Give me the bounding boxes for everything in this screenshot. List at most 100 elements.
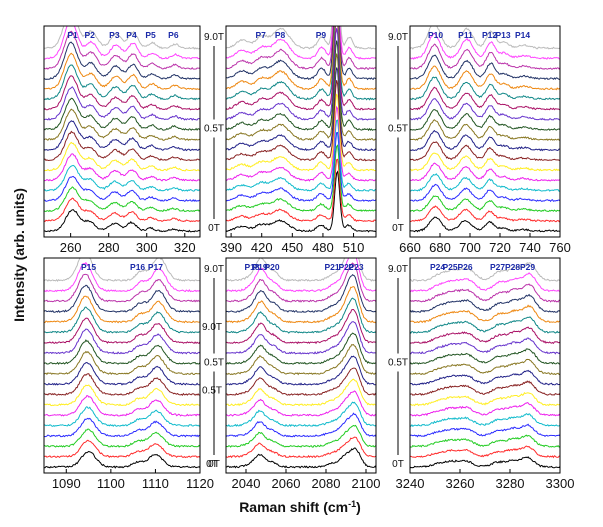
- spectrum-line: [226, 26, 376, 70]
- x-axis-label-main: Raman shift (cm: [239, 499, 348, 515]
- x-tick-label: 3240: [396, 476, 425, 491]
- spectrum-line: [44, 258, 200, 282]
- peak-label: P3: [109, 30, 120, 40]
- x-tick-label: 1120: [186, 476, 214, 491]
- spectrum-line: [226, 26, 376, 91]
- spectra-c: [410, 26, 560, 233]
- peak-label: P4: [126, 30, 137, 40]
- x-tick-label: 320: [174, 240, 196, 255]
- spectrum-line: [226, 105, 376, 182]
- spectrum-line: [410, 392, 560, 407]
- spectrum-line: [226, 274, 376, 313]
- spectrum-line: [410, 358, 560, 376]
- x-tick-label: 420: [251, 240, 273, 255]
- spectrum-line: [44, 75, 200, 111]
- peak-label: P8: [275, 30, 286, 40]
- spectrum-line: [226, 40, 376, 132]
- spectrum-line: [410, 456, 560, 469]
- x-tick-label: 720: [489, 240, 511, 255]
- spectrum-line: [410, 32, 560, 60]
- field-label: 9.0T: [388, 32, 408, 43]
- field-label: 9.0T: [204, 32, 224, 43]
- spectrum-line: [44, 97, 200, 131]
- spectrum-line: [44, 26, 200, 50]
- spectrum-line: [44, 439, 200, 459]
- x-tick-label: 740: [519, 240, 541, 255]
- x-tick-label: 450: [281, 240, 303, 255]
- spectrum-line: [44, 317, 200, 345]
- field-label: 0.5T: [204, 124, 224, 135]
- peak-label: P17: [148, 262, 163, 272]
- spectrum-line: [44, 141, 200, 172]
- spectrum-line: [226, 355, 376, 386]
- x-tick-label: 480: [312, 240, 334, 255]
- spectrum-line: [44, 373, 200, 396]
- spectrum-line: [410, 173, 560, 192]
- spectrum-line: [226, 447, 376, 469]
- spectrum-line: [44, 273, 200, 303]
- spectrum-line: [226, 144, 376, 212]
- spectrum-line: [44, 450, 200, 469]
- field-label: 9.0T: [388, 264, 408, 275]
- spectra-d: [44, 258, 200, 469]
- spectrum-line: [226, 26, 376, 81]
- x-axis-label: Raman shift (cm-1): [239, 499, 361, 515]
- spectrum-line: [226, 28, 376, 121]
- panel-frame: [43, 257, 201, 474]
- spectrum-line: [410, 369, 560, 386]
- spectrum-line: [44, 108, 200, 142]
- peak-label: P5: [145, 30, 156, 40]
- panel-frame: [225, 257, 377, 474]
- spectrum-line: [410, 337, 560, 355]
- spectrum-line: [226, 297, 376, 334]
- spectrum-line: [44, 186, 200, 213]
- spectrum-line: [226, 412, 376, 438]
- x-tick-label: 2100: [352, 476, 381, 491]
- spectrum-line: [226, 67, 376, 152]
- spectrum-line: [44, 30, 200, 70]
- spectrum-line: [410, 304, 560, 324]
- spectrum-line: [410, 423, 560, 438]
- spectrum-line: [226, 309, 376, 345]
- spectrum-line: [410, 380, 560, 396]
- spectrum-line: [44, 328, 200, 355]
- spectrum-line: [410, 402, 560, 417]
- peak-label: P9: [316, 30, 327, 40]
- spectrum-line: [44, 417, 200, 438]
- panel-frame: [409, 25, 561, 238]
- x-tick-label: 1100: [97, 476, 125, 491]
- peak-label: P19: [252, 262, 267, 272]
- spectrum-line: [410, 162, 560, 182]
- spectrum-line: [44, 339, 200, 365]
- x-tick-label: 300: [136, 240, 158, 255]
- spectrum-line: [226, 26, 376, 101]
- panel-a: 260 280 300 320 P1 P2 P3 P4 P5 P6: [43, 25, 201, 255]
- peak-label: P22: [338, 262, 353, 272]
- spectrum-line: [226, 390, 376, 417]
- panel-b: 390 420 450 480 510 P7 P8 P9 9.0T 0.5T 0T: [204, 25, 377, 255]
- x-tick-label: 700: [459, 240, 481, 255]
- spectrum-line: [410, 413, 560, 428]
- x-tick-label: 2060: [272, 476, 301, 491]
- spectrum-line: [410, 109, 560, 131]
- spectrum-line: [44, 261, 200, 293]
- x-tick-label: 2080: [312, 476, 341, 491]
- peak-label: P11: [458, 30, 473, 40]
- spectrum-line: [44, 428, 200, 448]
- spectra-a: [44, 26, 200, 233]
- field-label: 0.5T: [388, 124, 408, 135]
- spectrum-line: [410, 272, 560, 293]
- spectrum-line: [226, 436, 376, 459]
- spectrum-line: [226, 332, 376, 365]
- spectrum-line: [226, 26, 376, 111]
- spectrum-line: [410, 152, 560, 172]
- spectrum-line: [410, 98, 560, 121]
- spectrum-line: [226, 367, 376, 396]
- peak-label: P7: [255, 30, 266, 40]
- x-tick-label: 390: [220, 240, 242, 255]
- spectrum-line: [410, 119, 560, 142]
- peak-label: P29: [520, 262, 535, 272]
- spectrum-line: [226, 321, 376, 355]
- spectrum-line: [226, 53, 376, 141]
